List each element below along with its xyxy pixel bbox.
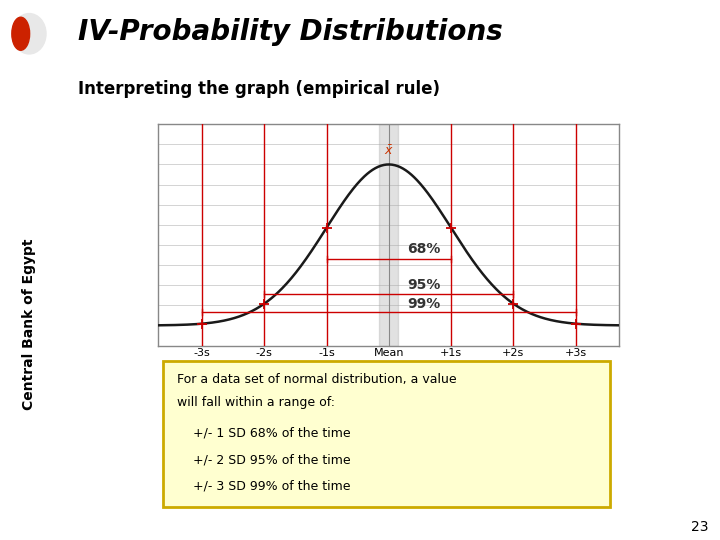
Text: 23: 23 <box>691 520 708 534</box>
Text: will fall within a range of:: will fall within a range of: <box>177 396 335 409</box>
Text: 99%: 99% <box>408 296 441 310</box>
Text: 68%: 68% <box>408 242 441 256</box>
Ellipse shape <box>12 14 46 54</box>
Text: Interpreting the graph (empirical rule): Interpreting the graph (empirical rule) <box>78 79 440 98</box>
Bar <box>379 124 398 346</box>
Text: +/- 3 SD 99% of the time: +/- 3 SD 99% of the time <box>177 479 351 492</box>
Ellipse shape <box>12 17 30 50</box>
Text: Central Bank of Egypt: Central Bank of Egypt <box>22 238 36 410</box>
Text: +/- 2 SD 95% of the time: +/- 2 SD 95% of the time <box>177 453 351 466</box>
Text: For a data set of normal distribution, a value: For a data set of normal distribution, a… <box>177 373 456 386</box>
Text: +/- 1 SD 68% of the time: +/- 1 SD 68% of the time <box>177 427 351 440</box>
FancyBboxPatch shape <box>163 361 610 507</box>
Text: $\bar{x}$: $\bar{x}$ <box>384 145 394 158</box>
Text: 95%: 95% <box>408 278 441 292</box>
Text: IV-Probability Distributions: IV-Probability Distributions <box>78 18 503 46</box>
